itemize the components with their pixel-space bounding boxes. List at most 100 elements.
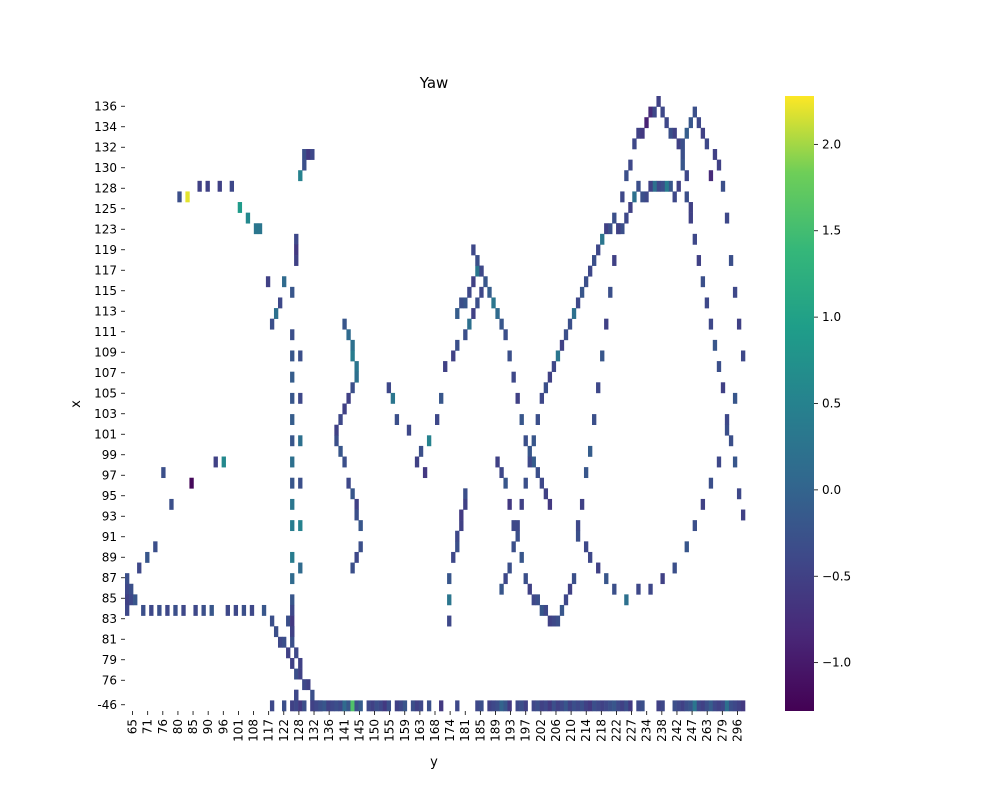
heatmap-cell	[515, 520, 520, 532]
heatmap-cell	[277, 636, 283, 648]
y-tick-label: 103	[94, 407, 117, 421]
heatmap-cell	[471, 308, 476, 319]
heatmap-cell	[656, 180, 661, 192]
heatmap-cell	[261, 604, 267, 616]
heatmap-cell	[555, 700, 561, 712]
x-tick-label: 279	[715, 719, 729, 742]
heatmap-cell	[543, 488, 549, 500]
heatmap-cell	[294, 689, 299, 701]
heatmap-cell	[125, 573, 130, 585]
y-tick-label: 134	[94, 120, 117, 134]
heatmap-cell	[716, 361, 722, 372]
heatmap-cell	[330, 700, 335, 712]
heatmap-cell	[708, 700, 714, 712]
heatmap-cell	[350, 382, 355, 394]
heatmap-cell	[282, 636, 287, 648]
heatmap-cell	[620, 191, 625, 203]
colorbar-tick-label: 0.0	[822, 483, 841, 497]
heatmap-cell	[447, 573, 452, 585]
heatmap-cell	[539, 392, 545, 404]
heatmap-cell	[290, 551, 295, 563]
heatmap-cell	[463, 488, 468, 500]
heatmap-cell	[483, 276, 488, 288]
heatmap-cell	[600, 350, 605, 362]
heatmap-cells	[125, 96, 746, 712]
heatmap-cell	[624, 170, 629, 182]
heatmap-cell	[583, 467, 589, 479]
heatmap-cell	[535, 594, 540, 606]
heatmap-cell	[479, 700, 484, 712]
heatmap-cell	[531, 456, 536, 468]
heatmap-cell	[644, 191, 649, 203]
heatmap-cell	[290, 350, 295, 362]
heatmap-cell	[491, 297, 496, 309]
heatmap-cell	[579, 700, 585, 712]
heatmap-cell	[596, 562, 601, 574]
heatmap-cell	[628, 159, 633, 171]
heatmap-cell	[612, 700, 617, 712]
heatmap-cell	[338, 445, 343, 457]
y-tick-label: 93	[102, 509, 117, 523]
heatmap-cell	[640, 191, 645, 203]
heatmap-cell	[692, 233, 697, 245]
heatmap-cell	[539, 700, 545, 712]
heatmap-cell	[680, 159, 685, 171]
heatmap-cell	[503, 477, 508, 489]
heatmap-cell	[471, 276, 476, 288]
x-tick-label: 247	[685, 719, 699, 742]
heatmap-cell	[704, 297, 710, 309]
heatmap-cell	[358, 520, 363, 532]
x-tick-label: 155	[383, 719, 397, 742]
x-tick-label: 159	[398, 719, 412, 742]
x-tick-label: 242	[670, 719, 684, 742]
heatmap-cell	[286, 615, 291, 627]
heatmap-cell	[724, 424, 730, 436]
heatmap-cell	[354, 361, 359, 372]
heatmap-cell	[157, 604, 162, 616]
x-tick-label: 96	[216, 719, 230, 734]
heatmap-cell	[290, 498, 295, 510]
heatmap-cell	[519, 498, 524, 510]
heatmap-cell	[310, 149, 315, 160]
heatmap-cell	[648, 180, 653, 192]
heatmap-cell	[253, 223, 259, 235]
heatmap-cell	[672, 562, 677, 574]
y-tick-label: 97	[102, 468, 117, 482]
heatmap-cell	[350, 488, 355, 500]
heatmap-cell	[290, 477, 295, 489]
x-tick-label: 101	[231, 719, 245, 742]
heatmap-cell	[676, 138, 681, 150]
y-tick-label: 109	[94, 345, 117, 359]
chart-title: Yaw	[419, 74, 449, 92]
heatmap-cell	[386, 700, 392, 712]
heatmap-cell	[616, 700, 621, 712]
heatmap-cell	[543, 604, 549, 616]
heatmap-cell	[185, 191, 190, 203]
heatmap-cell	[523, 573, 528, 585]
heatmap-cell	[740, 509, 746, 521]
x-tick-label: 65	[126, 719, 140, 734]
heatmap-cell	[596, 700, 601, 712]
heatmap-cell	[455, 541, 460, 553]
heatmap-cell	[499, 700, 504, 712]
heatmap-cell	[620, 700, 625, 712]
heatmap-cell	[503, 573, 508, 585]
heatmap-cell	[672, 127, 677, 139]
heatmap-cell	[467, 318, 472, 330]
heatmap-cell	[660, 106, 665, 118]
heatmap-cell	[531, 435, 536, 447]
heatmap-cell	[732, 456, 738, 468]
heatmap-cell	[551, 700, 557, 712]
heatmap-cell	[463, 297, 468, 309]
heatmap-cell	[422, 467, 428, 479]
heatmap-cell	[390, 392, 396, 404]
y-tick-label: 89	[102, 550, 117, 564]
colorbar-tick-label: 1.5	[822, 224, 841, 238]
heatmap-cell	[414, 456, 420, 468]
colorbar-tick-label: 1.0	[822, 310, 841, 324]
heatmap-cell	[624, 212, 629, 224]
heatmap-cell	[680, 700, 685, 712]
heatmap-cell	[535, 467, 540, 479]
heatmap-cell	[125, 583, 130, 595]
